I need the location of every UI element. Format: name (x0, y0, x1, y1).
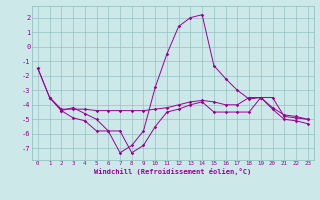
X-axis label: Windchill (Refroidissement éolien,°C): Windchill (Refroidissement éolien,°C) (94, 168, 252, 175)
